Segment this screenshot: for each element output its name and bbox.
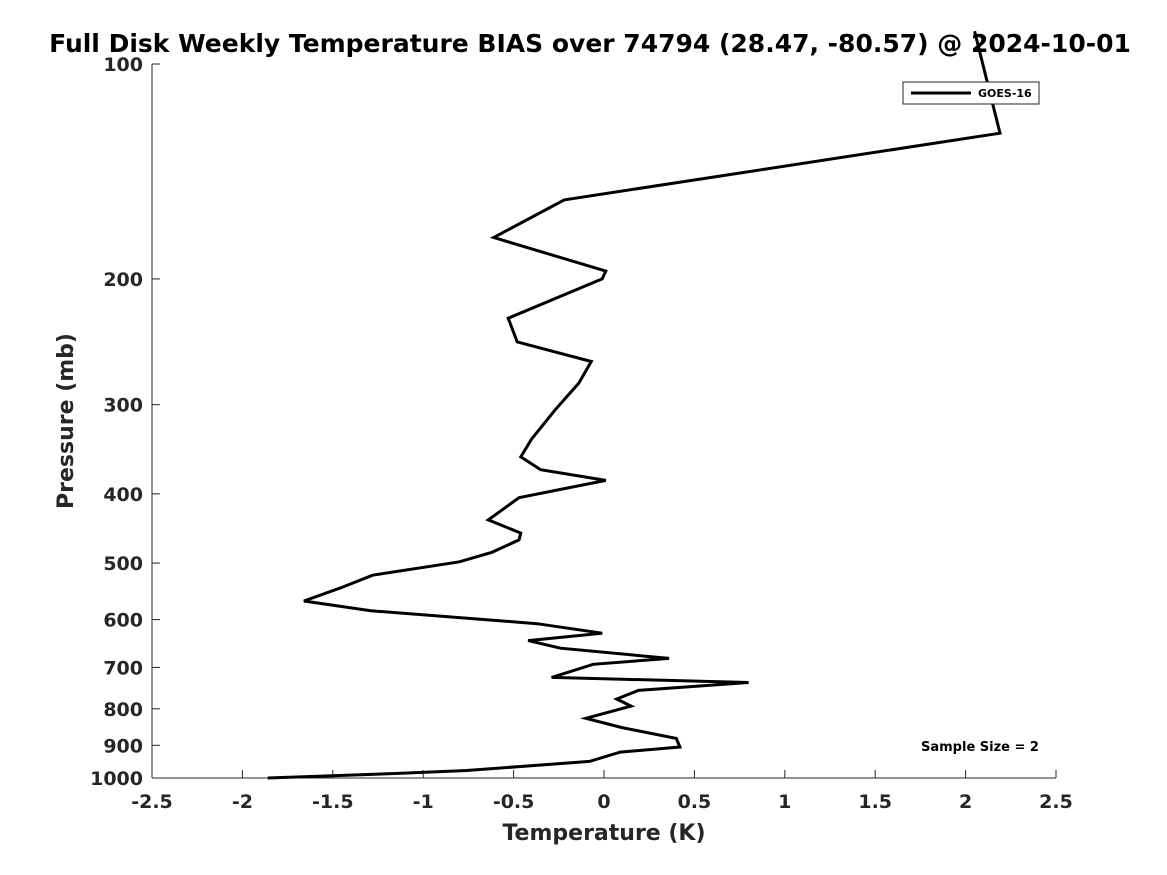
x-tick-label: -1 bbox=[413, 791, 434, 813]
y-tick-label: 100 bbox=[103, 54, 143, 76]
y-tick-label: 700 bbox=[103, 657, 143, 679]
x-tick-label: 2 bbox=[959, 791, 972, 813]
y-tick-label: 500 bbox=[103, 553, 143, 575]
y-tick-label: 1000 bbox=[90, 768, 143, 790]
x-tick-label: -1.5 bbox=[312, 791, 354, 813]
legend-entry-goes-16: GOES-16 bbox=[978, 87, 1032, 100]
series-group bbox=[267, 30, 1002, 780]
x-tick-label: 1 bbox=[778, 791, 791, 813]
sample-size-annotation: Sample Size = 2 bbox=[921, 740, 1039, 755]
x-tick-label: 0 bbox=[597, 791, 610, 813]
y-tick-label: 800 bbox=[103, 699, 143, 721]
y-axis-label: Pressure (mb) bbox=[54, 333, 79, 509]
y-tick-label: 300 bbox=[103, 395, 143, 417]
chart-title: Full Disk Weekly Temperature BIAS over 7… bbox=[49, 29, 1131, 58]
series-line-goes-16 bbox=[267, 30, 1002, 780]
x-axis-label: Temperature (K) bbox=[502, 821, 705, 846]
x-tick-label: -2 bbox=[232, 791, 253, 813]
plot-area bbox=[151, 64, 1056, 779]
y-tick-label: 900 bbox=[103, 735, 143, 757]
legend: GOES-16 bbox=[902, 81, 1040, 105]
x-tick-label: 1.5 bbox=[858, 791, 892, 813]
y-tick-label: 600 bbox=[103, 610, 143, 632]
x-tick-label: -0.5 bbox=[493, 791, 535, 813]
x-tick-label: 0.5 bbox=[678, 791, 712, 813]
y-tick-label: 400 bbox=[103, 484, 143, 506]
x-axis-ticks: -2.5 -2 -1.5 -1 -0.5 0 0.5 1 1.5 2 2.5 bbox=[131, 770, 1073, 813]
y-tick-label: 200 bbox=[103, 269, 143, 291]
x-tick-label: -2.5 bbox=[131, 791, 173, 813]
y-axis-ticks: 100 200 300 400 500 600 700 800 900 1000 bbox=[90, 54, 160, 790]
x-tick-label: 2.5 bbox=[1039, 791, 1073, 813]
